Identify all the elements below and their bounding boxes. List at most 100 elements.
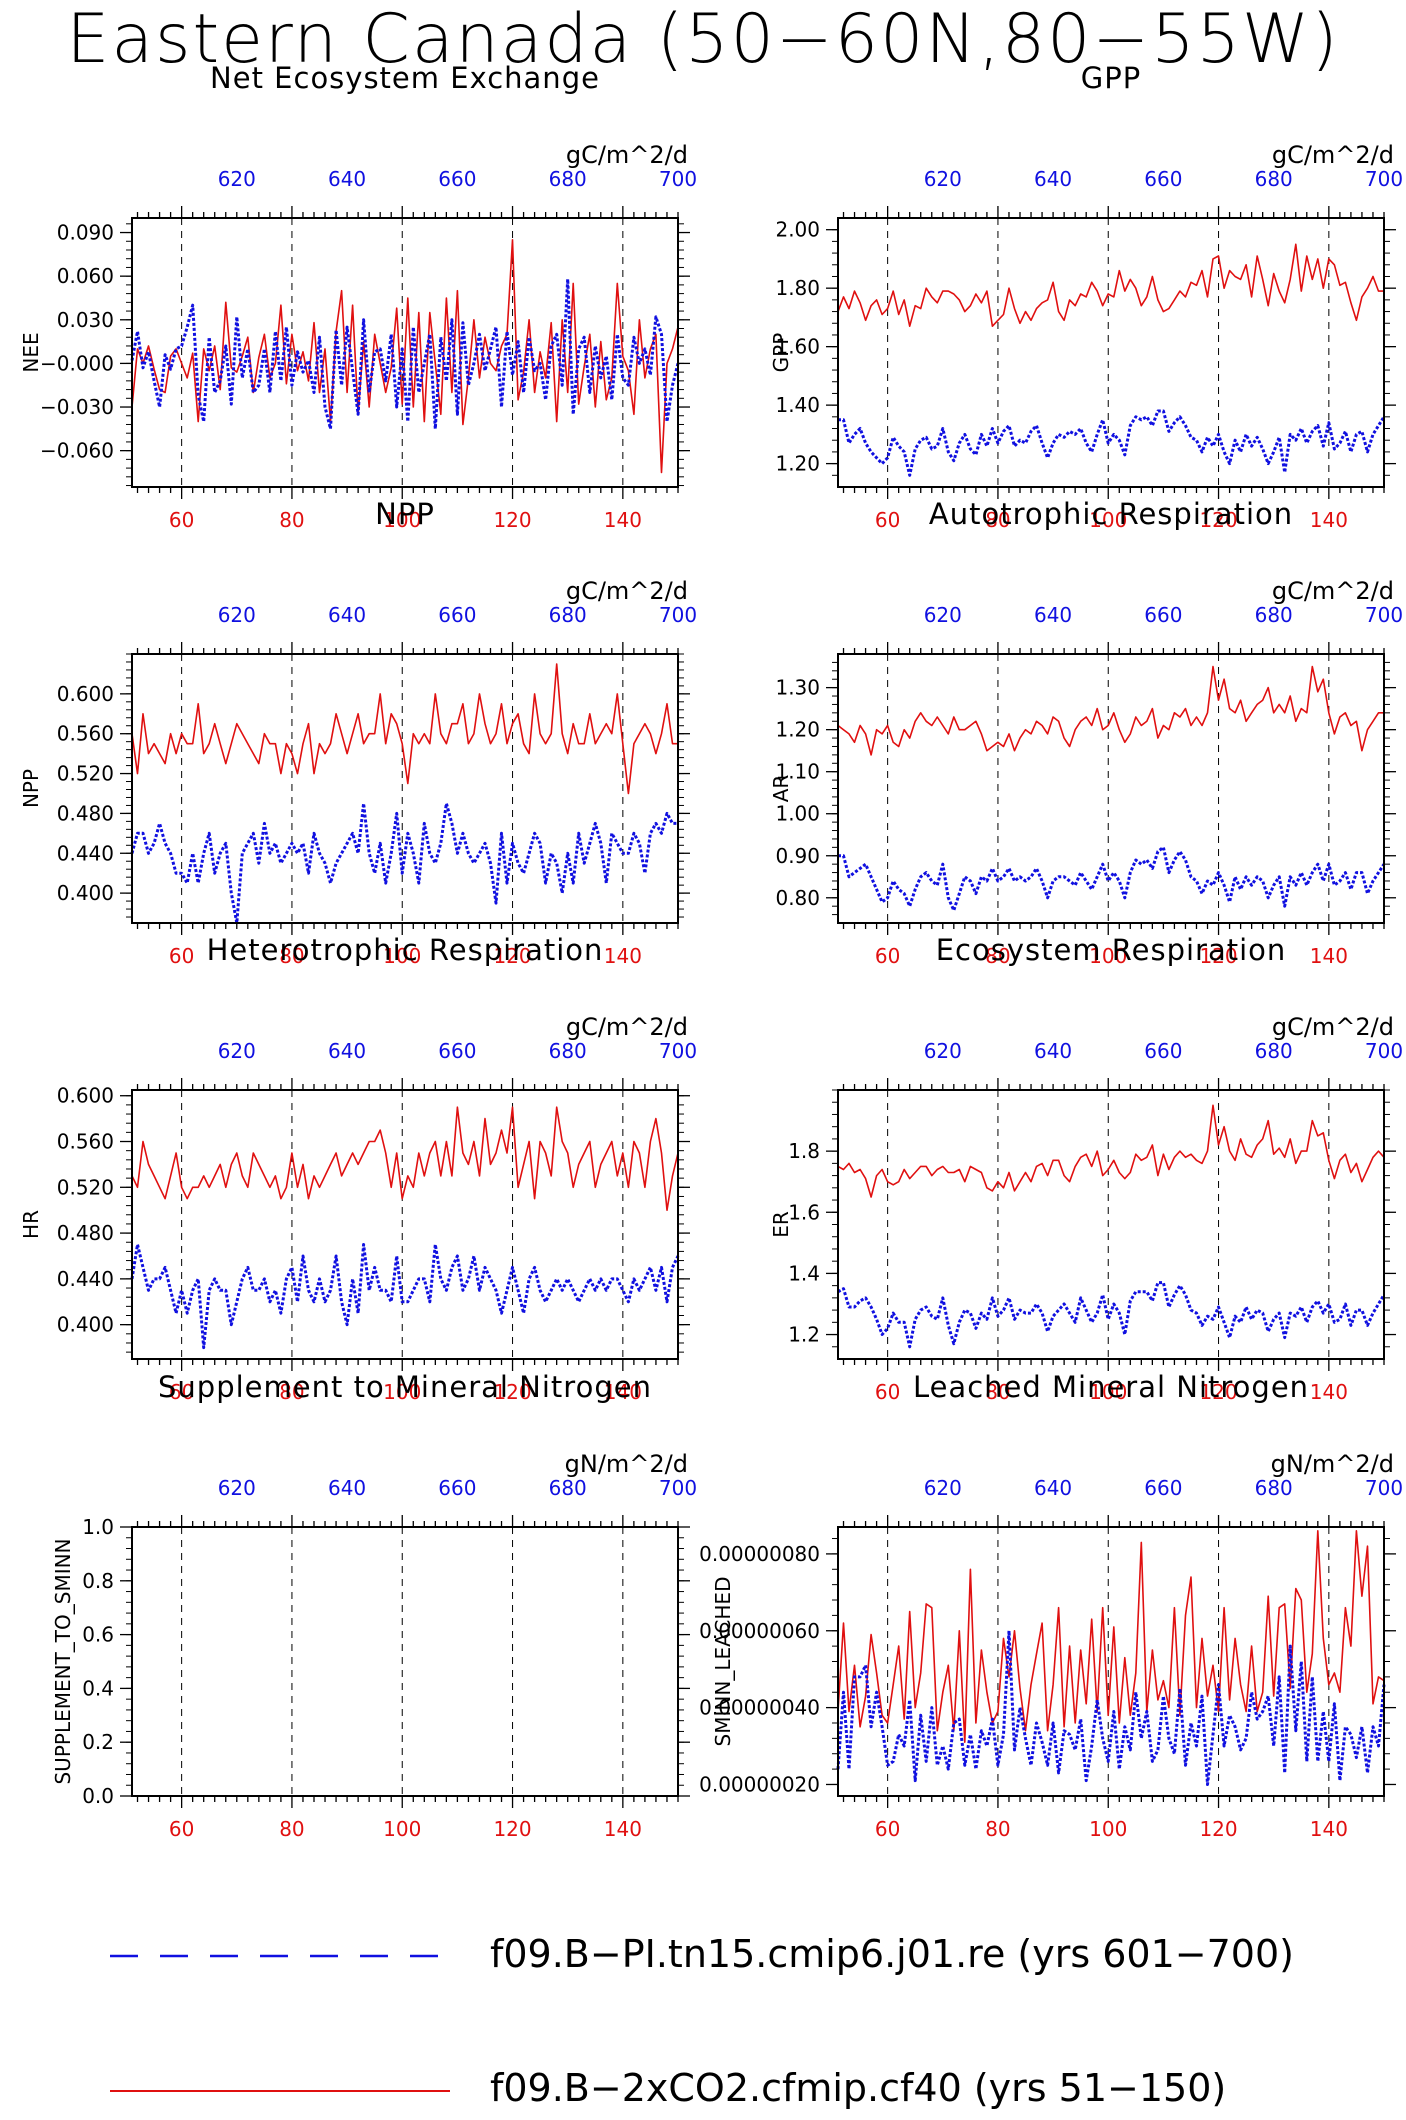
panel-title: GPP [1081, 61, 1141, 95]
units-label: gC/m^2/d [566, 577, 688, 605]
y-tick-label: 0.90 [775, 844, 820, 868]
x-tick-label: 100 [383, 1380, 421, 1404]
y-tick-label: 1.80 [775, 276, 820, 300]
y-tick-label: 0.090 [57, 221, 114, 245]
x-top-tick-label: 620 [218, 1476, 256, 1500]
x-tick-label: 140 [604, 1380, 642, 1404]
x-top-tick-label: 700 [659, 603, 697, 627]
y-tick-label: 1.6 [788, 1200, 820, 1224]
x-tick-label: 120 [493, 1380, 531, 1404]
x-top-tick-label: 640 [328, 1039, 366, 1063]
x-tick-label: 100 [1089, 944, 1127, 968]
panel-5: Heterotrophic Respiration gC/m^2/d 60 80 100… [19, 933, 697, 1404]
y-tick-label: 0.00000060 [699, 1619, 820, 1643]
x-top-tick-label: 640 [328, 603, 366, 627]
y-tick-label: 1.2 [788, 1323, 820, 1347]
y-axis-label: AR [769, 775, 793, 803]
x-tick-label: 120 [493, 508, 531, 532]
x-top-tick-label: 620 [924, 603, 962, 627]
x-tick-label: 60 [875, 508, 900, 532]
x-tick-label: 140 [1310, 1817, 1348, 1841]
y-tick-label: 0.440 [57, 841, 114, 865]
panel-title: Leached Mineral Nitrogen [913, 1370, 1309, 1404]
panel-title: Heterotrophic Respiration [207, 933, 604, 967]
units-label: gN/m^2/d [1271, 1450, 1394, 1478]
x-tick-label: 140 [604, 944, 642, 968]
x-top-tick-label: 700 [659, 1039, 697, 1063]
y-tick-label: 1.00 [775, 802, 820, 826]
x-tick-label: 120 [1199, 508, 1237, 532]
series-line-blue [130, 277, 680, 431]
x-top-tick-label: 660 [1144, 167, 1182, 191]
panel-4: Autotrophic Respiration gC/m^2/d 60 80 100 12… [769, 497, 1403, 968]
plot-frame [131, 1526, 679, 1797]
x-top-tick-label: 640 [1034, 1476, 1072, 1500]
series-line-blue [836, 1629, 1386, 1786]
units-label: gC/m^2/d [566, 141, 688, 169]
x-top-tick-label: 640 [328, 167, 366, 191]
units-label: gC/m^2/d [566, 1013, 688, 1041]
series-line-blue [838, 409, 1386, 477]
series-line-red [837, 1104, 1385, 1198]
x-tick-label: 80 [985, 1817, 1010, 1841]
y-tick-label: −0.000 [40, 351, 114, 375]
y-tick-label: 0.480 [57, 1221, 114, 1245]
x-top-tick-label: 620 [218, 167, 256, 191]
y-tick-label: 0.520 [57, 1175, 114, 1199]
x-top-tick-label: 660 [438, 1476, 476, 1500]
plot-frame [837, 217, 1385, 488]
x-top-tick-label: 620 [924, 167, 962, 191]
y-tick-label: 1.20 [775, 718, 820, 742]
x-top-tick-label: 700 [659, 1476, 697, 1500]
x-top-tick-label: 680 [1255, 167, 1293, 191]
y-tick-label: 0.400 [57, 1313, 114, 1337]
x-tick-label: 120 [1199, 1817, 1237, 1841]
x-tick-label: 80 [985, 508, 1010, 532]
x-tick-label: 80 [279, 508, 304, 532]
x-top-tick-label: 660 [1144, 1476, 1182, 1500]
x-top-tick-label: 640 [328, 1476, 366, 1500]
x-top-tick-label: 700 [1365, 1476, 1403, 1500]
y-tick-label: 0.560 [57, 1130, 114, 1154]
panel-title: Net Ecosystem Exchange [210, 61, 600, 95]
plot-frame [131, 217, 679, 488]
panel-8: Leached Mineral Nitrogen gN/m^2/d 60 80 100 1… [699, 1370, 1403, 1841]
y-tick-label: 0.0 [82, 1784, 114, 1808]
x-top-tick-label: 620 [924, 1039, 962, 1063]
x-tick-label: 60 [169, 1817, 194, 1841]
plot-frame [131, 653, 679, 924]
x-top-tick-label: 680 [1255, 1476, 1293, 1500]
x-top-tick-label: 660 [1144, 603, 1182, 627]
units-label: gN/m^2/d [565, 1450, 688, 1478]
y-tick-label: 1.20 [775, 452, 820, 476]
x-tick-label: 60 [169, 944, 194, 968]
series-line-red [131, 663, 678, 795]
x-tick-label: 60 [875, 1380, 900, 1404]
x-top-tick-label: 620 [218, 603, 256, 627]
y-tick-label: 0.00000080 [699, 1542, 820, 1566]
x-top-tick-label: 680 [549, 603, 587, 627]
plot-frame [131, 1089, 679, 1360]
y-tick-label: 0.440 [57, 1267, 114, 1291]
x-top-tick-label: 680 [1255, 1039, 1293, 1063]
y-tick-label: 0.480 [57, 801, 114, 825]
x-top-tick-label: 660 [1144, 1039, 1182, 1063]
x-tick-label: 100 [1089, 1380, 1127, 1404]
y-tick-label: 1.30 [775, 676, 820, 700]
y-axis-label: ER [769, 1211, 793, 1238]
panel-title: Autotrophic Respiration [929, 497, 1293, 531]
y-axis-label: NPP [19, 769, 43, 808]
series-line-blue [130, 1243, 680, 1350]
y-tick-label: 0.600 [57, 1084, 114, 1108]
y-tick-label: −0.060 [40, 439, 114, 463]
x-tick-label: 100 [1089, 508, 1127, 532]
y-tick-label: 1.8 [788, 1139, 820, 1163]
x-tick-label: 120 [1199, 944, 1237, 968]
series-line-red [131, 239, 679, 474]
y-tick-label: 0.00000020 [699, 1772, 820, 1796]
panel-3: NPP gC/m^2/d 60 80 100 120 140 620 640 660 680 700 0… [19, 497, 697, 968]
x-top-tick-label: 680 [549, 1039, 587, 1063]
panel-2: GPP gC/m^2/d 60 80 100 120 140 620 640 660 680 700 2… [769, 61, 1403, 532]
x-top-tick-label: 700 [1365, 167, 1403, 191]
